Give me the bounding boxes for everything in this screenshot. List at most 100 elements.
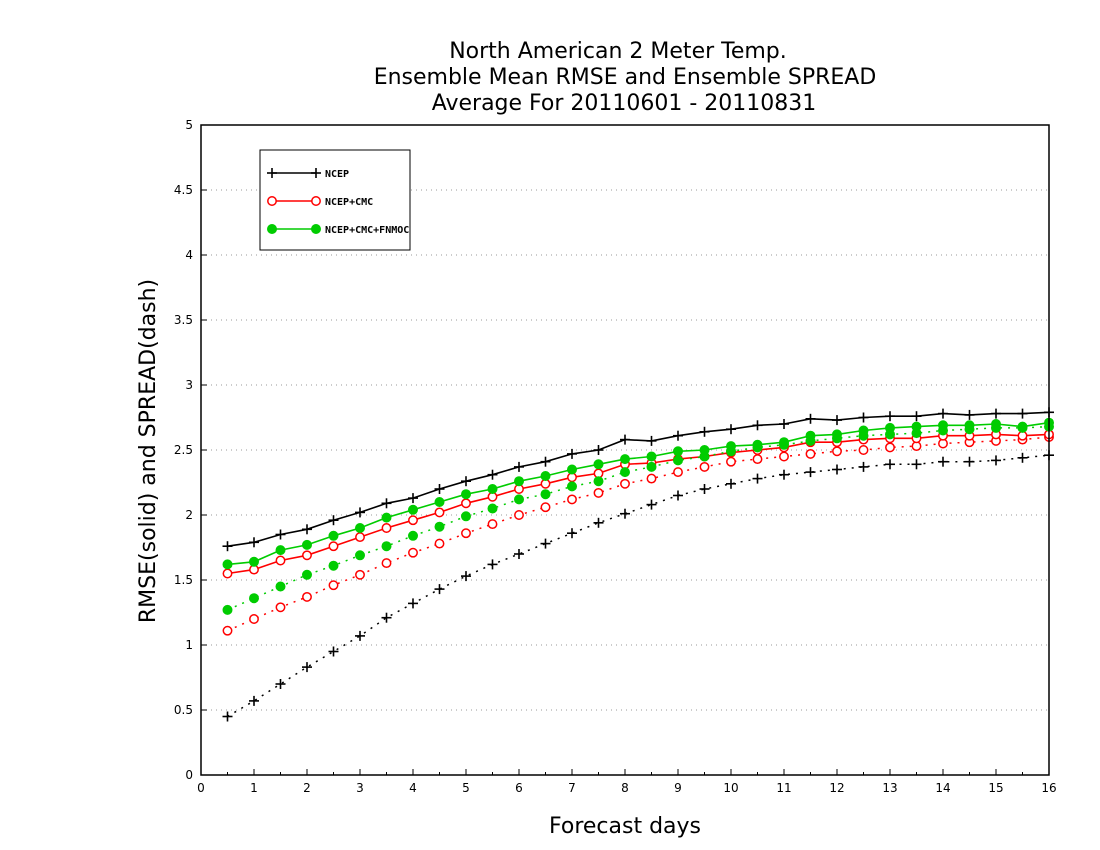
rmse-point <box>434 484 445 494</box>
rmse-point <box>434 507 445 518</box>
spread-point <box>249 695 259 706</box>
rmse-point <box>355 532 365 543</box>
rmse-point <box>991 419 1001 429</box>
spread-point <box>805 467 816 478</box>
legend-label: NCEP+CMC <box>325 197 373 208</box>
legend-entry-ncep-cmc-fnmoc: NCEP+CMC+FNMOC <box>267 224 409 236</box>
spread-point <box>620 467 630 478</box>
gridlines <box>201 189 1049 711</box>
title-line-2: Ensemble Mean RMSE and Ensemble SPREAD <box>374 65 877 90</box>
rmse-point <box>328 541 339 552</box>
spread-point <box>487 559 498 570</box>
spread-point <box>593 487 604 498</box>
x-tick-label: 12 <box>829 781 844 795</box>
rmse-point <box>355 507 365 518</box>
rmse-point <box>328 530 339 541</box>
x-axis: 0 1 2 3 4 5 6 7 8 9 10 11 12 13 14 15 16 <box>197 769 1057 795</box>
rmse-point <box>1017 421 1028 432</box>
rmse-point <box>699 445 710 455</box>
spread-point <box>779 469 789 480</box>
y-tick-label: 4.5 <box>174 183 193 197</box>
x-axis-label: Forecast days <box>549 814 701 839</box>
spread-point <box>540 489 551 500</box>
rmse-point <box>911 421 922 432</box>
rmse-line-ncep <box>227 411 1050 547</box>
spread-line-ncep <box>227 454 1050 718</box>
y-tick-label: 0 <box>185 768 193 782</box>
legend: NCEP NCEP+CMC NCEP+CMC+FNMOC <box>259 149 411 251</box>
spread-point <box>249 614 259 624</box>
rmse-point <box>620 454 630 465</box>
rmse-point <box>646 435 657 446</box>
rmse-point <box>487 484 498 494</box>
spread-point <box>408 530 418 541</box>
rmse-point <box>885 422 895 433</box>
spread-point <box>381 541 392 552</box>
y-tick-label: 2 <box>185 508 193 522</box>
rmse-point <box>726 441 736 452</box>
spread-point <box>752 454 763 465</box>
rmse-point <box>938 408 948 419</box>
rmse-point <box>487 469 498 480</box>
rmse-point <box>779 419 789 429</box>
rmse-point <box>514 461 524 472</box>
legend-box <box>259 149 411 251</box>
spread-point <box>964 456 975 467</box>
rmse-point <box>593 445 604 455</box>
rmse-point <box>328 515 339 526</box>
x-tick-label: 0 <box>197 781 205 795</box>
series-layer <box>222 407 1054 722</box>
spread-point <box>514 494 524 505</box>
rmse-point <box>222 541 233 552</box>
x-tick-label: 3 <box>356 781 364 795</box>
spread-point <box>434 538 445 549</box>
rmse-point <box>964 409 975 420</box>
rmse-point <box>885 411 895 422</box>
rmse-point <box>779 437 789 448</box>
x-tick-label: 8 <box>621 781 629 795</box>
spread-point <box>487 503 498 514</box>
spread-point <box>832 464 842 475</box>
rmse-point <box>408 504 418 515</box>
rmse-point <box>805 413 816 424</box>
rmse-point <box>249 556 259 567</box>
x-tick-label: 13 <box>882 781 897 795</box>
spread-point <box>302 591 312 602</box>
rmse-point <box>752 439 763 450</box>
spread-point <box>434 584 445 595</box>
rmse-point <box>540 471 551 481</box>
x-tick-label: 9 <box>674 781 682 795</box>
rmse-point <box>832 415 842 426</box>
x-tick-label: 2 <box>303 781 311 795</box>
y-tick-label: 1 <box>185 638 193 652</box>
rmse-point <box>222 568 233 579</box>
spread-point <box>381 612 392 623</box>
rmse-point <box>938 420 948 431</box>
spread-point <box>328 560 339 571</box>
spread-point <box>567 528 577 539</box>
rmse-point <box>646 451 657 462</box>
spread-line-ncep-cmc <box>227 436 1050 632</box>
y-tick-label: 3.5 <box>174 313 193 327</box>
spread-point <box>593 517 604 528</box>
y-axis-label: RMSE(solid) and SPREAD(dash) <box>136 279 161 623</box>
spread-point <box>302 662 312 673</box>
title-line-3: Average For 20110601 - 20110831 <box>432 91 817 116</box>
rmse-point <box>275 545 286 556</box>
spread-point <box>805 448 816 459</box>
y-tick-label: 4 <box>185 248 193 262</box>
rmse-point <box>514 476 524 487</box>
spread-point <box>328 646 339 657</box>
x-tick-label: 6 <box>515 781 523 795</box>
legend-label: NCEP+CMC+FNMOC <box>325 225 409 236</box>
spread-point <box>567 494 577 505</box>
spread-point <box>275 581 286 592</box>
spread-point <box>540 538 551 549</box>
rmse-point <box>381 498 392 509</box>
spread-point <box>752 473 763 484</box>
spread-point <box>249 593 259 604</box>
rmse-point <box>355 523 365 533</box>
spread-point <box>593 476 604 487</box>
x-tick-label: 7 <box>568 781 576 795</box>
